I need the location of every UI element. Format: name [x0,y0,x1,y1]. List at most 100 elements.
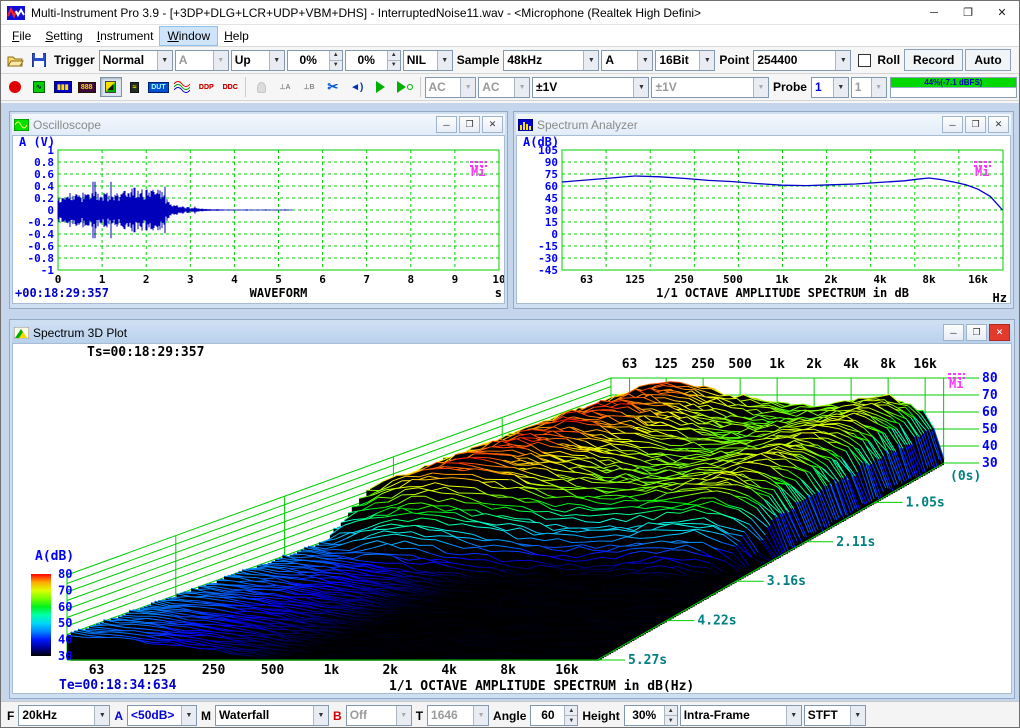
save-button[interactable] [27,49,51,72]
marker-b-icon[interactable]: ⊥B [298,77,320,97]
spectrum-analyzer-window[interactable]: Spectrum Analyzer ─ ❐ ✕ 1059075604530150… [513,111,1014,309]
spinner-arrows-icon[interactable]: ▲▼ [664,706,677,725]
menu-window[interactable]: Window [160,27,217,45]
svg-text:125: 125 [625,273,645,286]
frequency-range-select[interactable]: 20kHz [18,705,110,726]
trigger-delay-stepper[interactable]: 0%▲▼ [345,50,401,71]
chevron-down-icon [514,78,529,97]
derived-data-curve-icon[interactable] [171,77,193,97]
transform-select[interactable]: STFT [804,705,866,726]
t-parameter-select[interactable]: 1646 [427,705,489,726]
close-button[interactable]: ✕ [985,1,1019,24]
record-icon[interactable] [4,77,26,97]
ddp-viewer-icon[interactable]: DDP [195,77,217,97]
spectrum-analyzer-icon[interactable]: ▮▮▮ [52,77,74,97]
menu-file[interactable]: File [5,27,38,45]
oscilloscope-plot-area: 10.80.60.40.20-0.2-0.4-0.6-0.8-101234567… [12,135,505,304]
amplitude-axis-label: A [114,709,123,723]
auto-button[interactable]: Auto [965,49,1010,71]
svg-text:80: 80 [982,371,998,386]
svg-text:250: 250 [691,357,715,372]
chevron-down-icon [460,78,475,97]
toolbar-separator [245,77,246,97]
coupling-a-select[interactable]: AC [425,77,477,98]
sample-rate-select[interactable]: 48kHz [503,50,599,71]
device-test-plan-icon[interactable]: DUT [147,77,169,97]
close-button[interactable]: ✕ [988,116,1009,133]
range-b-select[interactable]: ±1V [651,77,768,98]
spectrum-3d-plot-icon[interactable]: ◢ [100,77,122,97]
spinner-arrows-icon[interactable]: ▲▼ [329,51,342,70]
close-button[interactable]: ✕ [482,116,503,133]
toolbar-separator [420,77,421,97]
coupling-b-select[interactable]: AC [478,77,530,98]
svg-text:4k: 4k [873,273,887,286]
play-icon[interactable] [370,77,392,97]
oscilloscope-icon[interactable]: ∿ [28,77,50,97]
play-loop-icon[interactable] [394,77,416,97]
trigger-edge-select[interactable]: Up [231,50,285,71]
svg-text:0: 0 [55,273,62,286]
menu-instrument[interactable]: Instrument [90,27,161,45]
minimize-button[interactable]: ─ [917,1,951,24]
maximize-button[interactable]: ❐ [951,1,985,24]
oscilloscope-window[interactable]: Oscilloscope ─ ❐ ✕ 10.80.60.40.20-0.2-0.… [9,111,508,309]
spectrum-3d-plot-window-title: Spectrum 3D Plot [33,326,941,340]
chevron-down-icon [850,706,865,725]
multimeter-icon[interactable]: 888 [76,77,98,97]
angle-label: Angle [493,709,526,723]
calibration-icon[interactable] [250,77,272,97]
maximize-button[interactable]: ❐ [965,116,986,133]
svg-text:500: 500 [728,357,752,372]
channel-b-label: B [333,709,342,723]
spinner-arrows-icon[interactable]: ▲▼ [387,51,400,70]
oscilloscope-title-bar[interactable]: Oscilloscope ─ ❐ ✕ [12,114,505,135]
spectrum-3d-plot-window[interactable]: Spectrum 3D Plot ─ ❐ ✕ 80706050403063125… [9,319,1015,699]
plot-mode-select[interactable]: Waterfall [215,705,329,726]
amplitude-range-select[interactable]: <50dB> [127,705,197,726]
frame-mode-select[interactable]: Intra-Frame [680,705,802,726]
svg-text:250: 250 [674,273,694,286]
open-file-button[interactable] [3,49,27,72]
maximize-button[interactable]: ❐ [966,324,987,341]
trigger-level-stepper[interactable]: 0%▲▼ [287,50,343,71]
probe-a-select[interactable]: 1 [811,77,849,98]
close-button[interactable]: ✕ [989,324,1010,341]
height-stepper[interactable]: 30%▲▼ [624,705,678,726]
trigger-source-select[interactable]: A [175,50,229,71]
svg-text:125: 125 [654,357,677,372]
minimize-button[interactable]: ─ [942,116,963,133]
svg-text:16k: 16k [913,357,937,372]
minimize-button[interactable]: ─ [943,324,964,341]
sample-channel-select[interactable]: A [601,50,653,71]
spinner-arrows-icon[interactable]: ▲▼ [564,706,577,725]
range-a-select[interactable]: ±1V [532,77,649,98]
menu-help[interactable]: Help [217,27,256,45]
angle-stepper[interactable]: 60▲▼ [530,705,578,726]
svg-text:6: 6 [319,273,326,286]
menu-setting[interactable]: Setting [38,27,89,45]
scissors-icon[interactable] [322,77,344,97]
trigger-coupling-select[interactable]: NIL [403,50,453,71]
point-count-select[interactable]: 254400 [753,50,851,71]
chevron-down-icon [633,78,648,97]
ddc-viewer-icon[interactable]: DDC [219,77,241,97]
svg-text:8: 8 [407,273,414,286]
signal-generator-icon[interactable]: ≈ [124,77,146,97]
maximize-button[interactable]: ❐ [459,116,480,133]
sample-bits-select[interactable]: 16Bit [655,50,715,71]
marker-a-icon[interactable]: ⊥A [274,77,296,97]
svg-text:7: 7 [363,273,370,286]
spectrum-analyzer-title-bar[interactable]: Spectrum Analyzer ─ ❐ ✕ [516,114,1011,135]
trigger-mode-select[interactable]: Normal [99,50,173,71]
spectrum-3d-plot-title-bar[interactable]: Spectrum 3D Plot ─ ❐ ✕ [12,322,1012,343]
point-label: Point [719,53,749,67]
record-button[interactable]: Record [904,49,963,71]
svg-text:63: 63 [580,273,593,286]
speaker-icon[interactable] [346,77,368,97]
roll-checkbox[interactable] [858,54,871,67]
channel-b-select[interactable]: Off [346,705,412,726]
probe-b-select[interactable]: 1 [851,77,887,98]
svg-text:+00:18:29:357: +00:18:29:357 [15,286,109,300]
minimize-button[interactable]: ─ [436,116,457,133]
